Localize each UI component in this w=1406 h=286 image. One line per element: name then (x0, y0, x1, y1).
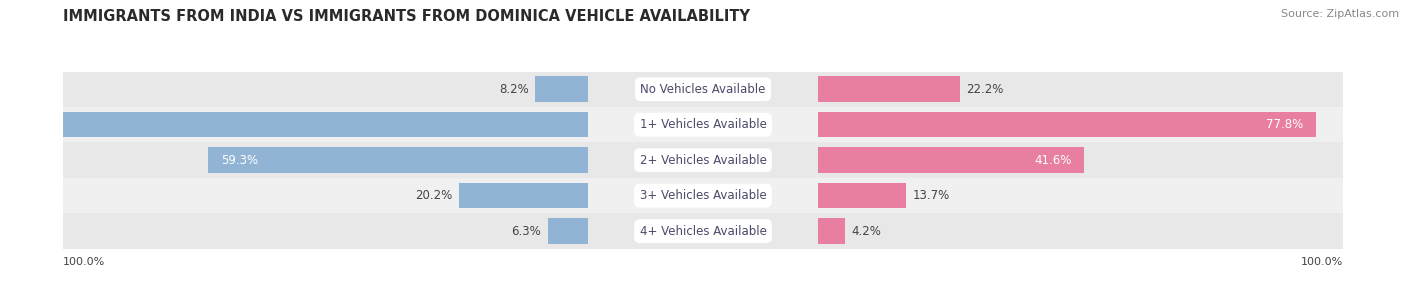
Text: 41.6%: 41.6% (1033, 154, 1071, 167)
Text: 100.0%: 100.0% (1301, 257, 1343, 267)
Text: 100.0%: 100.0% (63, 257, 105, 267)
Text: 6.3%: 6.3% (512, 225, 541, 238)
Bar (63, 178, 1343, 213)
Bar (818, 76, 960, 102)
Legend: Immigrants from India, Immigrants from Dominica: Immigrants from India, Immigrants from D… (530, 281, 876, 286)
Text: No Vehicles Available: No Vehicles Available (640, 83, 766, 96)
Text: 77.8%: 77.8% (1265, 118, 1303, 131)
Text: Source: ZipAtlas.com: Source: ZipAtlas.com (1281, 9, 1399, 19)
Text: 4.2%: 4.2% (852, 225, 882, 238)
Bar (208, 147, 588, 173)
Bar (818, 218, 845, 244)
Bar (818, 147, 1084, 173)
Bar (63, 107, 1343, 142)
Bar (818, 183, 905, 208)
Text: 1+ Vehicles Available: 1+ Vehicles Available (640, 118, 766, 131)
Text: 20.2%: 20.2% (415, 189, 453, 202)
Text: 22.2%: 22.2% (966, 83, 1004, 96)
Bar (536, 76, 588, 102)
Text: 59.3%: 59.3% (221, 154, 259, 167)
Bar (63, 72, 1343, 107)
Bar (63, 213, 1343, 249)
Bar (0, 112, 588, 138)
Text: 3+ Vehicles Available: 3+ Vehicles Available (640, 189, 766, 202)
Text: 91.9%: 91.9% (13, 118, 51, 131)
Bar (458, 183, 588, 208)
Text: 13.7%: 13.7% (912, 189, 949, 202)
Bar (63, 142, 1343, 178)
Text: IMMIGRANTS FROM INDIA VS IMMIGRANTS FROM DOMINICA VEHICLE AVAILABILITY: IMMIGRANTS FROM INDIA VS IMMIGRANTS FROM… (63, 9, 751, 23)
Bar (547, 218, 588, 244)
Text: 2+ Vehicles Available: 2+ Vehicles Available (640, 154, 766, 167)
Bar (818, 112, 1316, 138)
Text: 4+ Vehicles Available: 4+ Vehicles Available (640, 225, 766, 238)
Text: 8.2%: 8.2% (499, 83, 529, 96)
